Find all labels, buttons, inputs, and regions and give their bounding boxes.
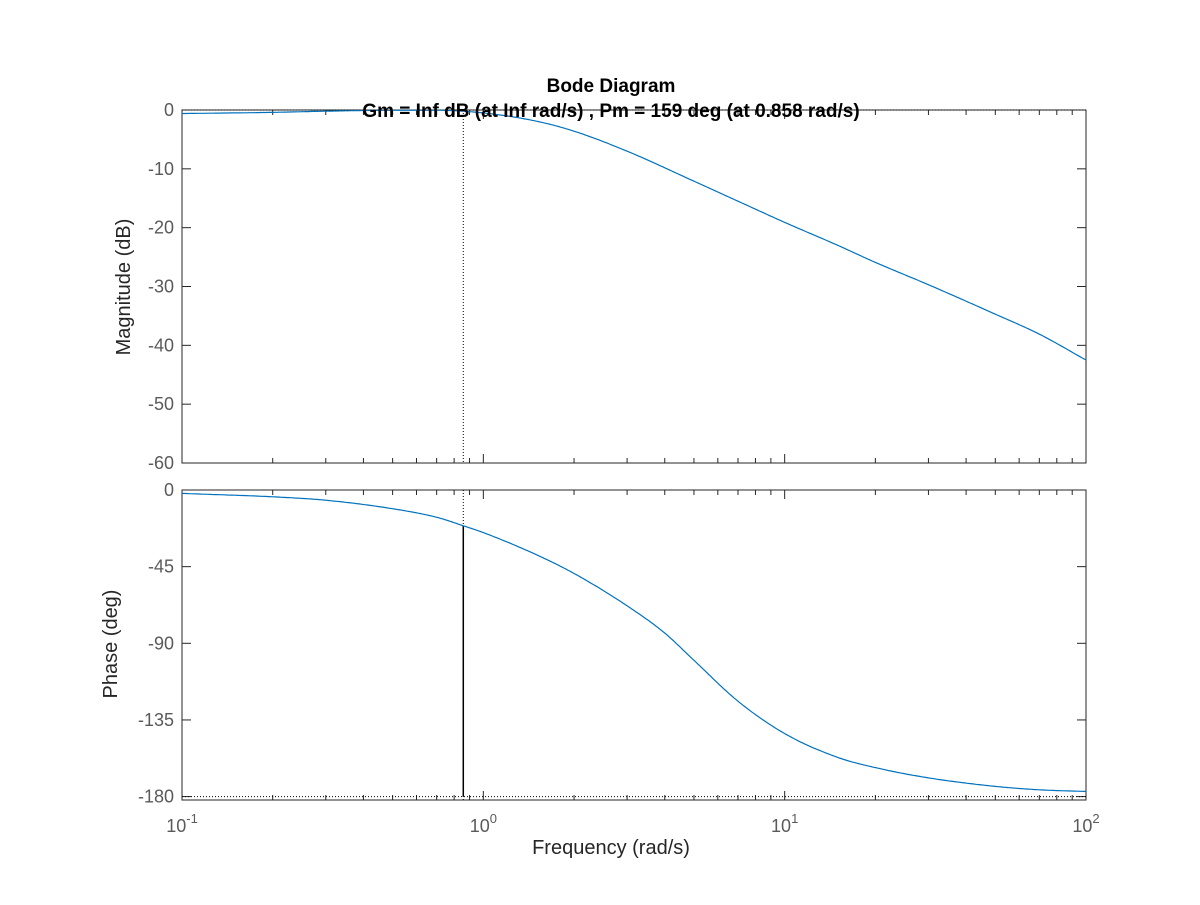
y-tick-label: -60 [148, 453, 174, 473]
plot-frame [181, 109, 1087, 464]
y-tick-label: 0 [164, 480, 174, 500]
y-tick-label: 0 [164, 100, 174, 120]
response-curve [181, 492, 1087, 793]
y-tick-label: -45 [148, 557, 174, 577]
y-tick-label: -180 [138, 787, 174, 807]
magnitude-axis-label: Magnitude (dB) [113, 219, 135, 356]
x-tick-label: 101 [771, 811, 798, 836]
y-tick-label: -135 [138, 710, 174, 730]
y-tick-label: -50 [148, 394, 174, 414]
y-tick-label: -40 [148, 335, 174, 355]
y-tick-label: -90 [148, 633, 174, 653]
chart-title: Bode Diagram [547, 76, 676, 97]
x-tick-label: 102 [1072, 811, 1099, 836]
phase-panel: 0 -45 -90 -135 -180 10-1 100 101 102 [138, 480, 1100, 836]
x-tick-label: 100 [470, 811, 497, 836]
magnitude-panel: 0 -10 -20 -30 -40 -50 -60 [148, 100, 1087, 473]
x-tick-label: 10-1 [166, 811, 198, 836]
response-curve [182, 109, 1087, 361]
plot-frame [181, 489, 1087, 801]
frequency-axis-label: Frequency (rad/s) [532, 837, 690, 859]
phase-axis-label: Phase (deg) [100, 590, 122, 699]
y-tick-label: -10 [148, 159, 174, 179]
y-tick-label: -20 [148, 218, 174, 238]
chart-subtitle: Gm = Inf dB (at Inf rad/s) , Pm = 159 de… [362, 101, 859, 122]
y-tick-label: -30 [148, 277, 174, 297]
